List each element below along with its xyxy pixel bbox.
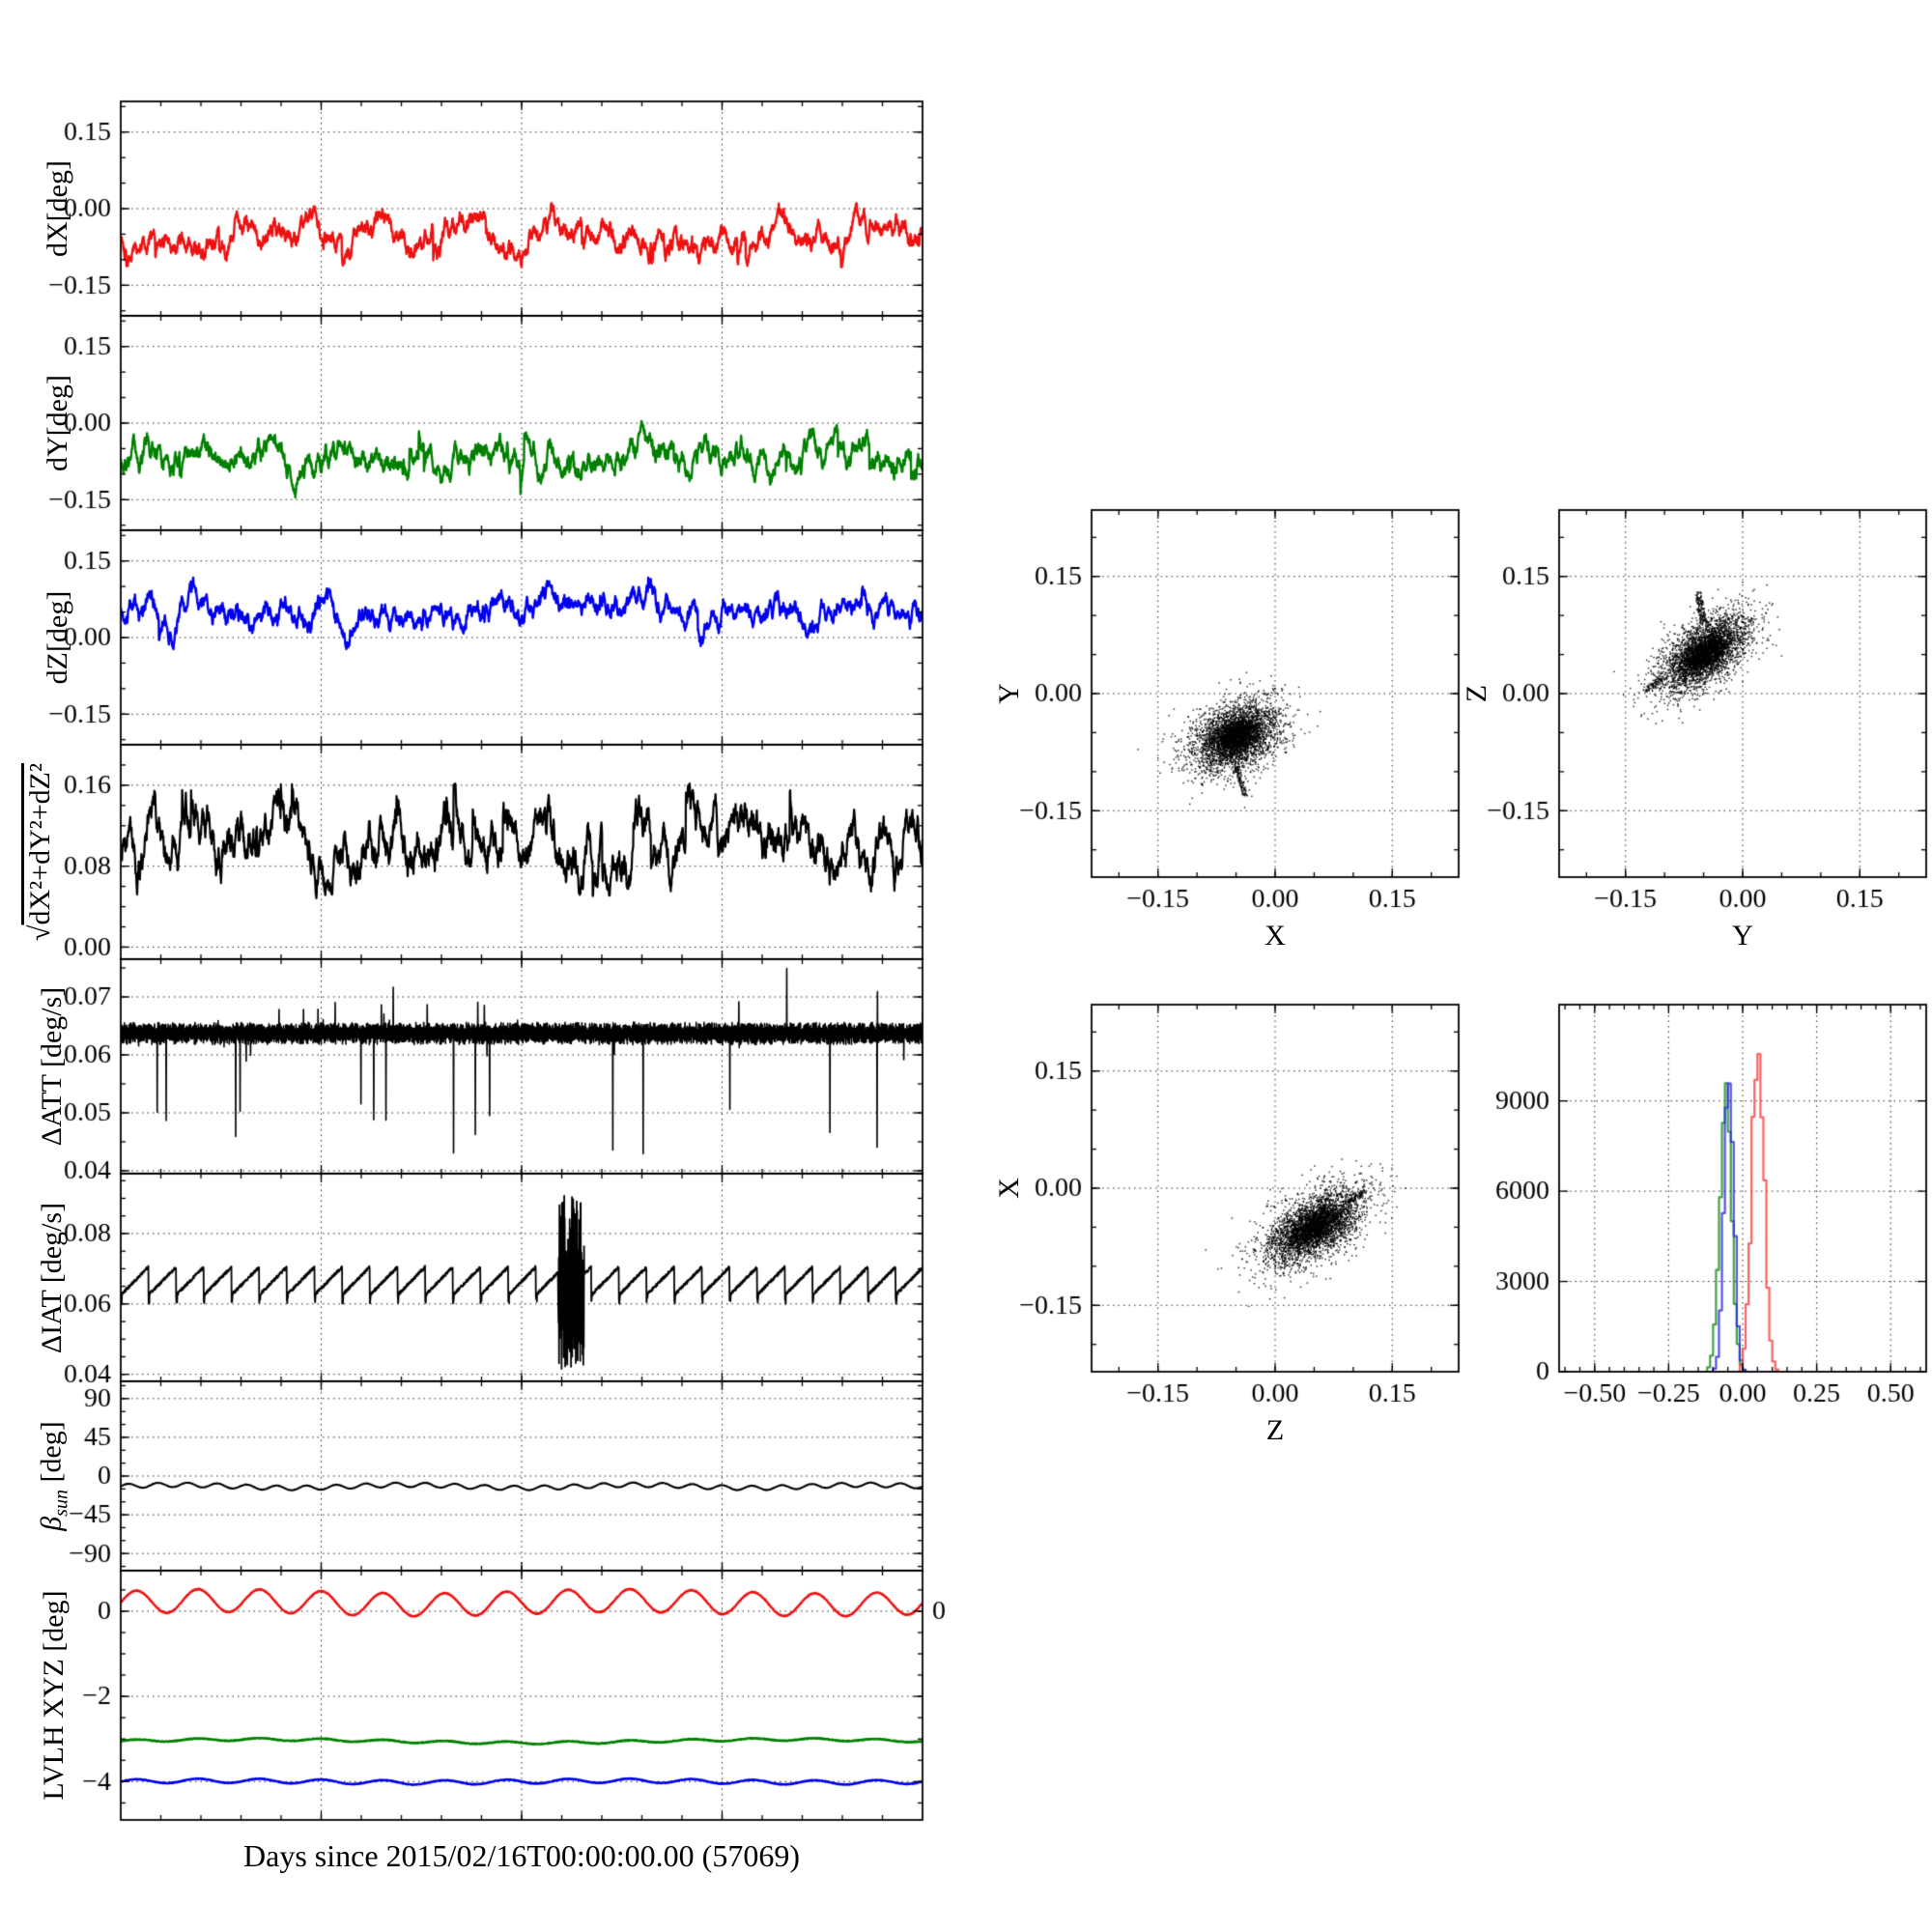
histogram-canvas — [1453, 990, 1932, 1435]
lvlh-xyz-timeseries-canvas — [29, 1556, 961, 1834]
ylabel-lvlh-xyz: LVLH XYZ [deg] — [38, 1590, 70, 1801]
dz-timeseries-canvas — [29, 516, 961, 759]
beta-subscript: sun — [50, 1490, 72, 1517]
delta-att-timeseries-canvas — [29, 945, 961, 1188]
ylabel-delta-att: ΔATT [deg/s] — [36, 986, 68, 1147]
ylabel-delta-iat: ΔIAT [deg/s] — [36, 1202, 68, 1353]
scatter-yz-xlabel: Y — [1732, 920, 1753, 952]
ylabel-beta-sun: βsun [deg] — [36, 1421, 73, 1531]
scatter-z-x-canvas — [1000, 990, 1478, 1435]
dy-timeseries-canvas — [29, 301, 961, 545]
scatter-yz-ylabel: Z — [1461, 684, 1492, 703]
ylabel-dy: dY[deg] — [42, 375, 73, 471]
scatter-xy-xlabel: X — [1264, 920, 1286, 952]
delta-iat-timeseries-canvas — [29, 1159, 961, 1396]
scatter-xy-ylabel: Y — [993, 683, 1025, 704]
time-axis-label: Days since 2015/02/16T00:00:00.00 (57069… — [243, 1838, 800, 1873]
ylabel-dz: dZ[deg] — [42, 590, 73, 685]
beta-sun-timeseries-canvas — [29, 1367, 961, 1585]
scatter-x-y-canvas — [1000, 496, 1478, 940]
beta-unit: [deg] — [35, 1421, 68, 1491]
scatter-zx-ylabel: X — [993, 1178, 1025, 1199]
scatter-y-z-canvas — [1467, 496, 1932, 940]
scatter-zx-xlabel: Z — [1265, 1414, 1285, 1446]
ylabel-error-norm: √dX²+dY²+dZ² — [24, 763, 57, 941]
error-norm-timeseries-canvas — [29, 730, 961, 974]
radical-sign: √ — [24, 924, 56, 941]
dx-timeseries-canvas — [29, 87, 961, 330]
radical-expression: dX²+dY²+dZ² — [24, 763, 56, 925]
beta-symbol: β — [35, 1516, 68, 1531]
ylabel-dx: dX[deg] — [42, 160, 73, 257]
